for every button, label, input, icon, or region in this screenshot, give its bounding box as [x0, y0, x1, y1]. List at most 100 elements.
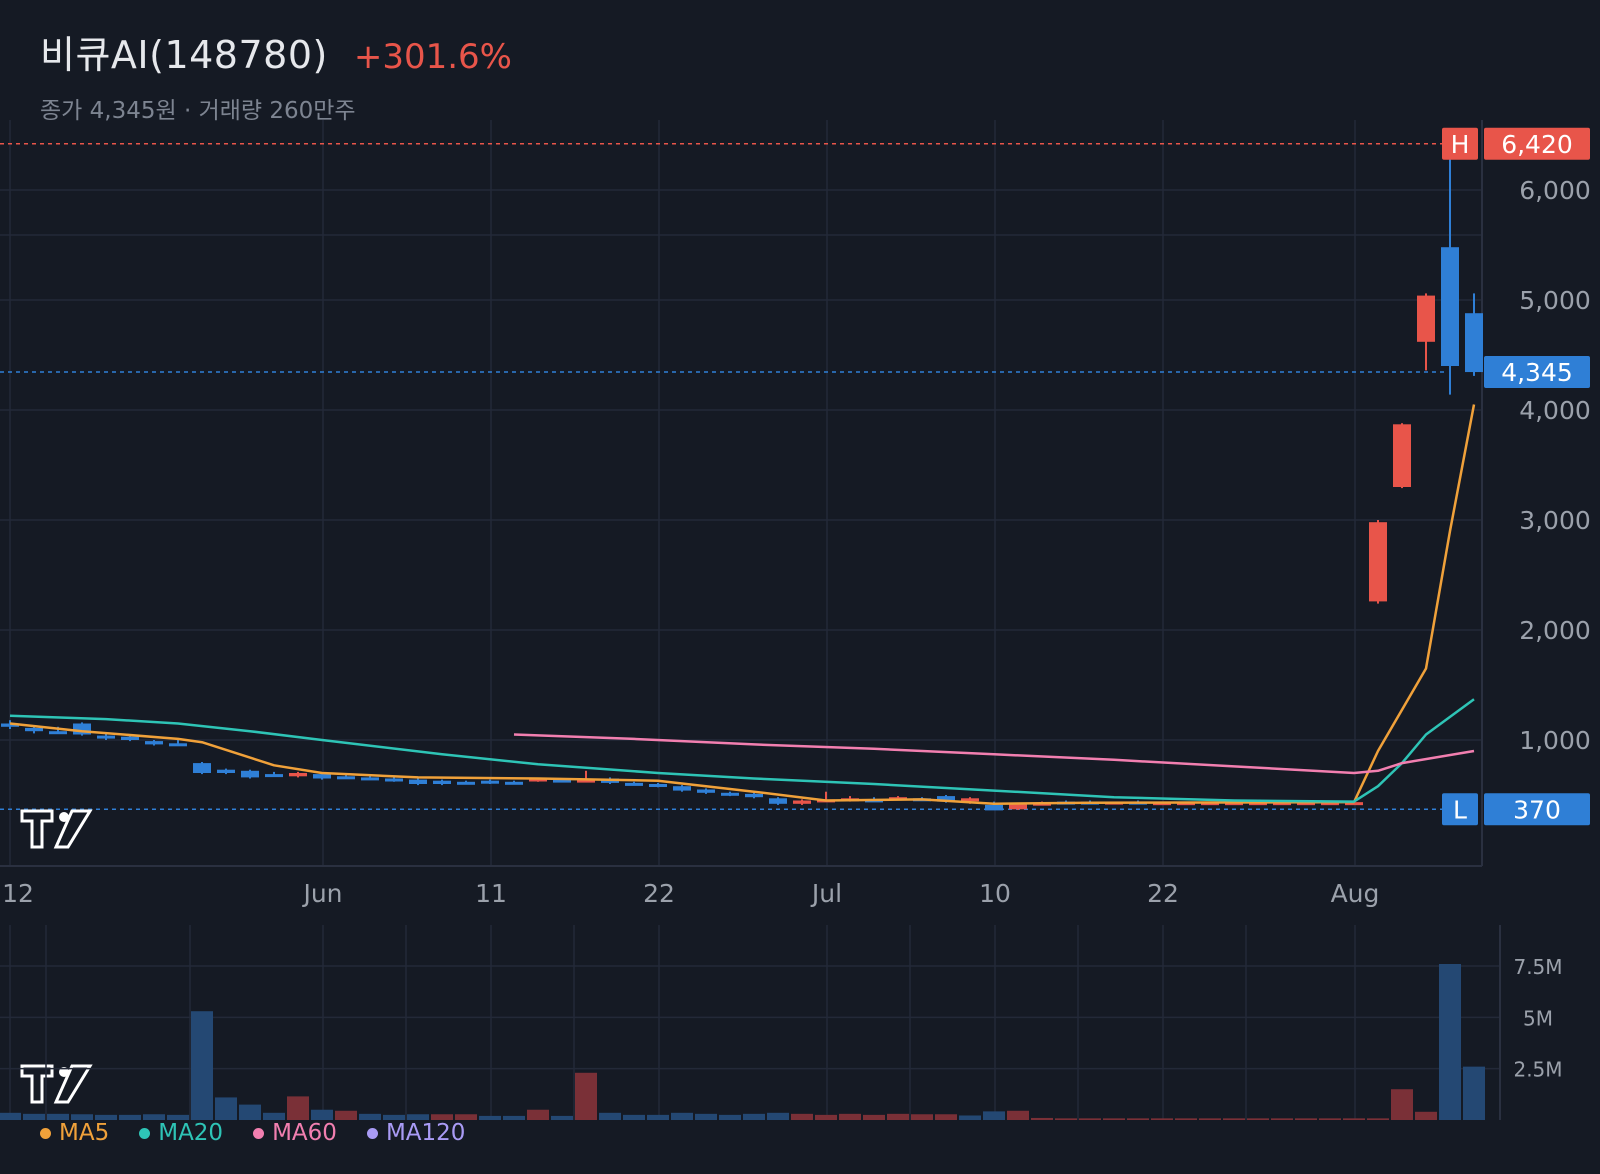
candle-body	[169, 743, 187, 747]
candle-body	[313, 774, 331, 779]
price-tick-label: 1,000	[1519, 726, 1591, 755]
volume-bar	[743, 1113, 765, 1120]
volume-bar	[1391, 1089, 1413, 1120]
volume-bar	[767, 1112, 789, 1120]
volume-bar	[23, 1113, 45, 1120]
volume-bar	[311, 1109, 333, 1120]
volume-bar	[191, 1011, 213, 1120]
legend-ma5[interactable]: MA5	[40, 1120, 109, 1146]
candle-body	[481, 780, 499, 784]
candle-body	[721, 792, 739, 796]
volume-bar	[719, 1114, 741, 1120]
price-tick-label: 4,000	[1519, 396, 1591, 425]
candle-body	[1417, 295, 1435, 342]
volume-bar	[599, 1112, 621, 1120]
candle-body	[1441, 247, 1459, 366]
stock-title: 비큐AI(148780)	[40, 33, 328, 77]
legend-ma5-label: MA5	[59, 1120, 110, 1146]
candle-body	[1393, 424, 1411, 487]
volume-bar	[1367, 1118, 1389, 1120]
ma-line-ma5	[9, 404, 1476, 806]
candle-body	[1345, 802, 1363, 806]
candle-body	[769, 798, 787, 804]
candle-body	[1225, 802, 1243, 806]
volume-bar	[1295, 1118, 1317, 1120]
candle-body	[289, 773, 307, 777]
candle-body	[1465, 313, 1483, 373]
volume-bar	[1055, 1118, 1077, 1120]
price-tick-label: 3,000	[1519, 506, 1591, 535]
low-tag-letter-box	[1442, 793, 1478, 826]
legend-ma20[interactable]: MA20	[139, 1120, 223, 1146]
last-price-tag-value: 4,345	[1501, 358, 1573, 387]
high-tag-box	[1484, 127, 1590, 160]
volume-bar	[383, 1114, 405, 1120]
volume-bar	[935, 1114, 957, 1120]
candle-body	[1369, 522, 1387, 602]
candle-body	[649, 784, 667, 787]
candle-body	[73, 723, 91, 735]
ma120-dot	[366, 1127, 378, 1139]
volume-bar	[1175, 1118, 1197, 1120]
volume-bar	[959, 1115, 981, 1120]
candle-body	[1, 723, 19, 727]
volume-bar	[239, 1104, 261, 1120]
ma5-dot	[40, 1127, 51, 1139]
time-tick-label: Jun	[301, 879, 342, 908]
tradingview-logo-price	[20, 809, 93, 849]
high-tag-value: 6,420	[1501, 130, 1573, 159]
volume-bar	[1127, 1118, 1149, 1120]
volume-bar	[0, 1112, 21, 1120]
time-tick-label: Jul	[810, 879, 842, 908]
volume-tick-label: 5M	[1523, 1006, 1553, 1030]
ma-legend: MA5 MA20 MA60 MA120	[40, 1120, 465, 1146]
legend-ma120-label: MA120	[385, 1120, 466, 1146]
volume-bar	[1463, 1066, 1485, 1120]
candle-body	[217, 769, 235, 773]
candle-body	[745, 793, 763, 798]
volume-bar	[119, 1114, 141, 1120]
low-tag-letter: L	[1453, 795, 1467, 824]
volume-tick-label: 2.5M	[1513, 1058, 1562, 1082]
time-tick-label: 10	[979, 879, 1011, 908]
volume-bar	[1223, 1118, 1245, 1120]
volume-bar	[1079, 1118, 1101, 1120]
candle-body	[793, 800, 811, 804]
candle-body	[1273, 802, 1291, 806]
tradingview-logo-volume	[20, 1064, 93, 1104]
legend-ma60[interactable]: MA60	[253, 1120, 337, 1146]
candle-body	[673, 786, 691, 791]
volume-bar	[527, 1109, 549, 1120]
candle-body	[1321, 802, 1339, 806]
candle-body	[1009, 803, 1027, 810]
candle-body	[25, 727, 43, 732]
time-tick-label: 11	[475, 879, 507, 908]
volume-bar	[287, 1096, 309, 1120]
volume-bar	[143, 1114, 165, 1120]
time-tick-label: 22	[643, 879, 675, 908]
candle-body	[529, 778, 547, 782]
ma-line-ma20	[9, 698, 1475, 803]
candle-body	[385, 778, 403, 782]
candle-body	[1249, 802, 1267, 806]
candle-body	[241, 770, 259, 778]
volume-bar	[1007, 1110, 1029, 1120]
candle-body	[1297, 802, 1315, 806]
volume-bar	[911, 1114, 933, 1120]
volume-bar	[1319, 1118, 1341, 1120]
candle-body	[697, 789, 715, 793]
legend-ma20-label: MA20	[158, 1120, 224, 1146]
volume-bar	[263, 1112, 285, 1120]
last-price-tag-box	[1484, 356, 1590, 389]
volume-bar	[335, 1110, 357, 1120]
high-tag-letter: H	[1451, 130, 1470, 159]
volume-bar	[839, 1113, 861, 1120]
candle-body	[457, 781, 475, 785]
volume-bar	[623, 1114, 645, 1120]
volume-bar	[1031, 1117, 1053, 1120]
candle-body	[265, 774, 283, 778]
legend-ma120[interactable]: MA120	[366, 1120, 466, 1146]
candle-body	[361, 777, 379, 781]
